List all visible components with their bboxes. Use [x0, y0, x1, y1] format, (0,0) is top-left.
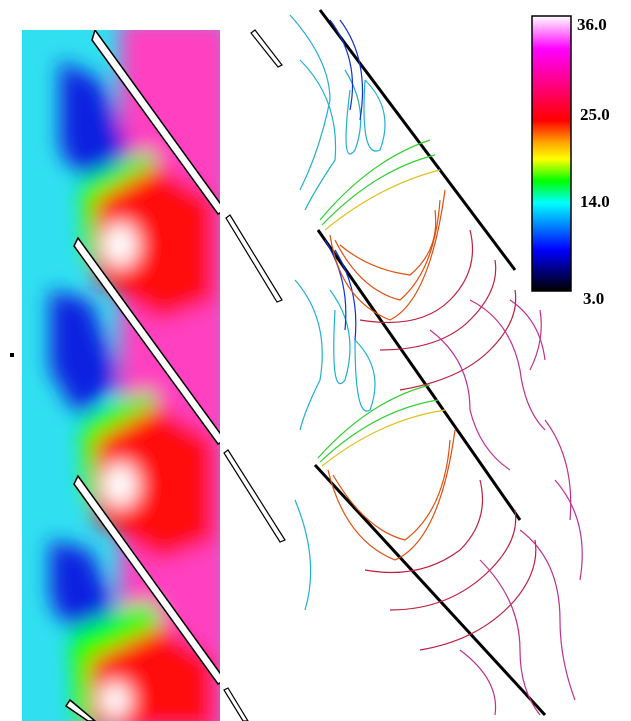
left-contour-panel [22, 30, 220, 721]
blade-profiles-left [64, 30, 220, 721]
colorbar-gradient [531, 15, 572, 292]
colorbar: 36.0 25.0 14.0 3.0 [531, 15, 610, 308]
colorbar-tick-bottom: 3.0 [583, 289, 604, 308]
blade-profiles-middle [223, 29, 286, 721]
blade-profiles-right [313, 9, 547, 717]
colorbar-tick-upper: 25.0 [580, 105, 610, 124]
colorbar-tick-lower: 14.0 [580, 192, 610, 211]
right-contour-panel [289, 9, 583, 717]
colorbar-tick-top: 36.0 [577, 15, 607, 34]
left-edge-marker [10, 353, 14, 357]
